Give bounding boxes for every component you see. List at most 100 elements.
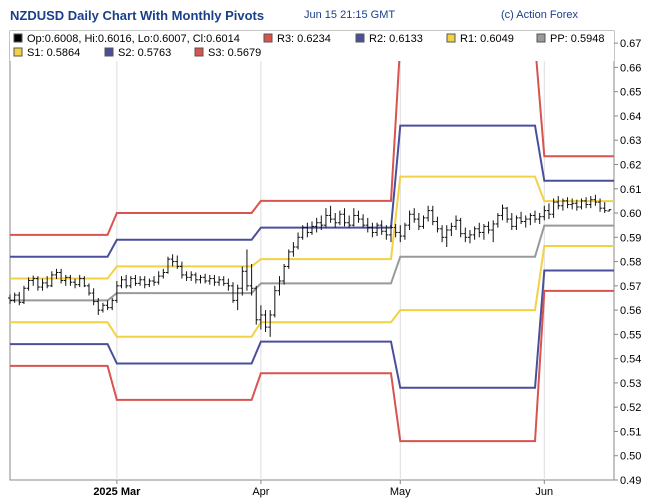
- candle: [593, 194, 598, 206]
- y-tick-label: 0.56: [620, 305, 641, 317]
- candle: [282, 263, 287, 285]
- candle: [175, 255, 180, 269]
- y-tick-label: 0.57: [620, 281, 641, 293]
- candle: [40, 278, 45, 291]
- candle: [472, 226, 477, 240]
- candle: [179, 261, 184, 279]
- candle: [588, 196, 593, 209]
- candle: [542, 205, 547, 221]
- candle: [296, 232, 301, 250]
- legend-swatch: [13, 47, 23, 57]
- legend-swatch: [104, 47, 114, 57]
- ohlc-label: Op:0.6008, Hi:0.6016, Lo:0.6007, Cl:0.60…: [27, 33, 240, 45]
- candle: [546, 203, 551, 220]
- candle: [458, 217, 463, 238]
- legend-swatch: [536, 33, 546, 43]
- legend-item: R3: 0.6234: [263, 33, 331, 45]
- candle: [426, 205, 431, 222]
- candle: [91, 288, 96, 306]
- candle: [258, 305, 263, 330]
- candle: [156, 271, 161, 285]
- candle: [519, 211, 524, 224]
- candle: [500, 204, 505, 221]
- candle: [147, 278, 152, 288]
- candle: [8, 294, 12, 305]
- candle: [505, 206, 510, 223]
- candle: [533, 210, 538, 223]
- candle: [449, 222, 454, 237]
- legend-ohlc: Op:0.6008, Hi:0.6016, Lo:0.6007, Cl:0.60…: [13, 33, 240, 45]
- y-tick-label: 0.64: [620, 111, 641, 123]
- x-axis: 2025 Mar Apr May Jun: [93, 480, 553, 498]
- candle: [300, 225, 305, 240]
- candle: [21, 285, 26, 305]
- candle: [370, 222, 375, 238]
- candle: [217, 276, 222, 286]
- candle: [170, 254, 175, 267]
- y-tick-label: 0.54: [620, 354, 641, 366]
- candle: [328, 205, 333, 223]
- candle: [221, 276, 226, 286]
- legend-label: R1: 0.6049: [460, 33, 514, 45]
- legend-item: S1: 0.5864: [13, 47, 80, 59]
- candle: [212, 274, 217, 286]
- candle: [73, 278, 78, 289]
- candle: [574, 199, 579, 211]
- legend-label: R3: 0.6234: [277, 33, 331, 45]
- candle: [207, 274, 212, 285]
- x-tick-label: Jun: [535, 486, 553, 498]
- candle: [514, 215, 519, 231]
- candle: [49, 271, 54, 288]
- pivot-line-pp: [10, 224, 614, 302]
- candle: [402, 222, 407, 240]
- candle: [486, 221, 491, 234]
- y-tick-label: 0.52: [620, 402, 641, 414]
- legend-swatch: [194, 47, 204, 57]
- y-tick-label: 0.50: [620, 451, 641, 463]
- y-tick-label: 0.49: [620, 475, 641, 487]
- candle: [193, 272, 198, 284]
- y-axis: 0.49 0.50 0.51 0.52 0.53 0.54 0.55 0.56 0.57 0.58…: [614, 38, 641, 487]
- candles: [8, 194, 612, 337]
- candle: [388, 225, 393, 243]
- candle: [333, 213, 338, 228]
- candle: [82, 276, 87, 288]
- candle: [393, 223, 398, 238]
- candle: [467, 230, 472, 244]
- candle: [319, 215, 324, 231]
- x-tick-label: May: [390, 486, 411, 498]
- candle: [579, 198, 584, 210]
- candle: [361, 214, 366, 228]
- candle: [54, 268, 59, 280]
- candle: [416, 213, 421, 231]
- candle: [342, 208, 347, 227]
- legend-item: S3: 0.5679: [194, 47, 261, 59]
- candle: [152, 276, 157, 286]
- legend-item: R2: 0.6133: [355, 33, 423, 45]
- candle: [268, 310, 273, 337]
- candle: [100, 302, 105, 313]
- y-tick-label: 0.59: [620, 232, 641, 244]
- candle: [551, 198, 556, 218]
- candle: [421, 215, 426, 229]
- candle: [231, 282, 236, 303]
- candle: [598, 198, 603, 212]
- legend-label: R2: 0.6133: [369, 33, 423, 45]
- y-tick-label: 0.66: [620, 62, 641, 74]
- y-tick-label: 0.55: [620, 329, 641, 341]
- x-tick-label: 2025 Mar: [93, 486, 141, 498]
- candle: [528, 213, 533, 226]
- candle: [31, 275, 36, 286]
- y-tick-label: 0.65: [620, 87, 641, 99]
- candle: [314, 217, 319, 233]
- candle: [523, 215, 528, 228]
- candle: [124, 274, 129, 289]
- candle: [398, 225, 403, 243]
- candle: [203, 273, 208, 284]
- y-tick-label: 0.63: [620, 135, 641, 147]
- chart-header: NZDUSD Daily Chart With Monthly Pivots J…: [0, 0, 650, 30]
- candle: [454, 215, 459, 231]
- candle: [286, 249, 291, 269]
- candle: [198, 274, 203, 284]
